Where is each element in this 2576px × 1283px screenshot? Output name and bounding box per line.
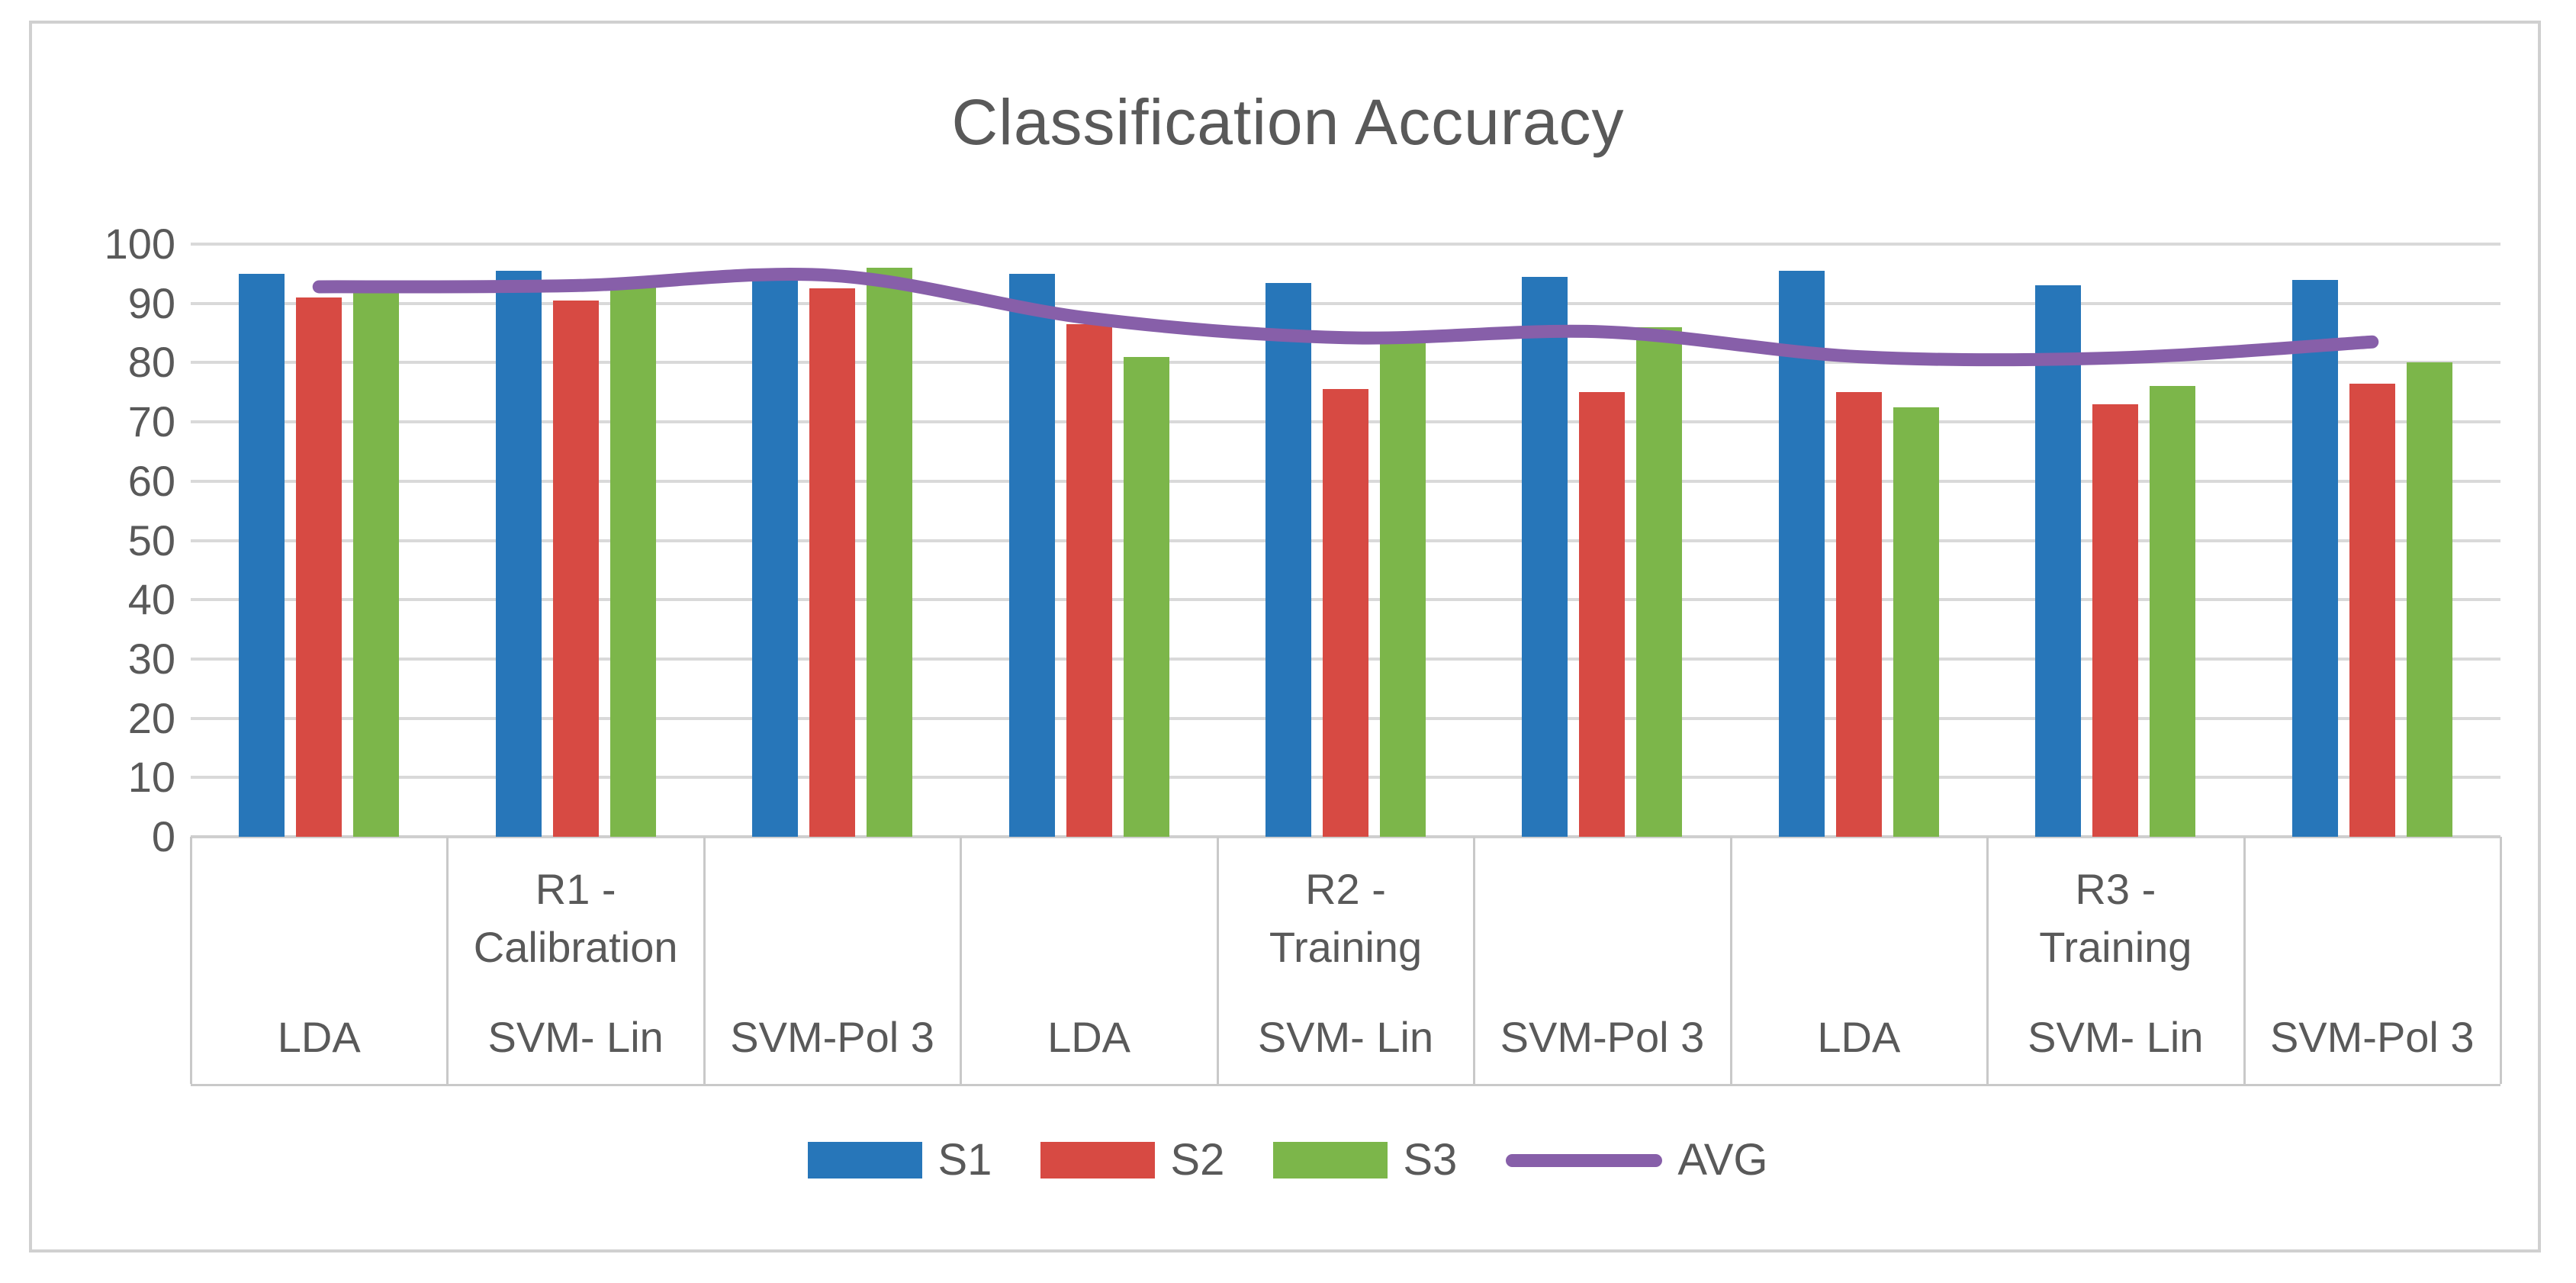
y-tick-label-90: 90 bbox=[127, 278, 175, 327]
category-label-1: LDA bbox=[277, 1013, 361, 1061]
x-table-divider-2 bbox=[703, 837, 706, 1084]
group-label-3: R3 - Training bbox=[1987, 860, 2243, 976]
bar-s1-group5 bbox=[1265, 282, 1311, 837]
bar-s1-group9 bbox=[2291, 279, 2338, 837]
y-tick-label-100: 100 bbox=[104, 220, 175, 268]
x-table-bottom-border bbox=[191, 1084, 2500, 1086]
legend-item-s1: S1 bbox=[808, 1138, 992, 1182]
x-table-divider-3 bbox=[960, 837, 963, 1084]
group-label-line2: Training bbox=[1269, 923, 1423, 971]
bar-s1-group1 bbox=[239, 273, 285, 837]
legend-label: S2 bbox=[1170, 1135, 1225, 1185]
bar-s2-group5 bbox=[1323, 389, 1368, 837]
legend-label: S3 bbox=[1403, 1135, 1458, 1185]
bar-s2-group6 bbox=[1579, 392, 1626, 837]
group-label-line1: R3 - bbox=[2075, 865, 2156, 913]
legend: S1 S2 S3 AVG bbox=[0, 1138, 2576, 1182]
bar-s3-group6 bbox=[1636, 326, 1683, 837]
chart-title: Classification Accuracy bbox=[951, 86, 1625, 158]
group-label-line1: R1 - bbox=[535, 865, 616, 913]
bar-s3-group2 bbox=[609, 285, 656, 837]
y-tick-label-70: 70 bbox=[127, 397, 175, 446]
group-label-line2: Calibration bbox=[473, 923, 678, 971]
x-table-divider-9 bbox=[2500, 837, 2502, 1084]
legend-box-swatch-icon bbox=[1273, 1142, 1388, 1178]
legend-line-swatch-icon bbox=[1506, 1153, 1663, 1167]
bar-s2-group2 bbox=[552, 300, 599, 837]
y-tick-label-80: 80 bbox=[127, 338, 175, 387]
group-label-1: R1 - Calibration bbox=[447, 860, 703, 976]
y-tick-label-40: 40 bbox=[127, 575, 175, 624]
bar-s3-group4 bbox=[1123, 356, 1169, 837]
bar-s3-group9 bbox=[2406, 362, 2452, 837]
legend-item-avg: AVG bbox=[1506, 1135, 1768, 1185]
group-label-line1: R2 - bbox=[1305, 865, 1386, 913]
y-tick-label-20: 20 bbox=[127, 693, 175, 742]
bar-s2-group8 bbox=[2092, 404, 2139, 837]
x-table-divider-1 bbox=[446, 837, 449, 1084]
legend-label: S1 bbox=[937, 1135, 992, 1185]
category-label-4: LDA bbox=[1047, 1013, 1131, 1061]
bar-s2-group9 bbox=[2349, 383, 2395, 837]
category-label-5: SVM- Lin bbox=[1257, 1013, 1434, 1061]
category-label-7: LDA bbox=[1817, 1013, 1901, 1061]
category-label-3: SVM-Pol 3 bbox=[730, 1013, 934, 1061]
x-table-divider-5 bbox=[1473, 837, 1476, 1084]
bar-s3-group8 bbox=[2150, 386, 2196, 837]
bar-s1-group7 bbox=[1778, 270, 1825, 837]
gridline-100 bbox=[191, 243, 2500, 246]
bar-s2-group4 bbox=[1066, 323, 1112, 837]
x-table-divider-4 bbox=[1216, 837, 1219, 1084]
x-table-divider-6 bbox=[1729, 837, 1732, 1084]
bar-s2-group1 bbox=[296, 297, 343, 837]
legend-label: AVG bbox=[1677, 1135, 1768, 1185]
group-label-line2: Training bbox=[2039, 923, 2192, 971]
x-table-divider-0 bbox=[190, 837, 192, 1084]
bar-s1-group4 bbox=[1008, 273, 1055, 837]
legend-item-s2: S2 bbox=[1040, 1138, 1224, 1182]
bar-s3-group3 bbox=[867, 268, 913, 837]
bar-s3-group5 bbox=[1380, 342, 1426, 837]
bar-s2-group3 bbox=[809, 288, 856, 837]
bar-s1-group2 bbox=[495, 270, 542, 837]
category-label-2: SVM- Lin bbox=[487, 1013, 664, 1061]
bar-s1-group3 bbox=[752, 270, 799, 837]
bar-s1-group8 bbox=[2035, 285, 2082, 837]
y-tick-label-0: 0 bbox=[151, 812, 175, 860]
y-tick-label-30: 30 bbox=[127, 634, 175, 683]
category-label-9: SVM-Pol 3 bbox=[2269, 1013, 2475, 1061]
bar-s3-group7 bbox=[1893, 407, 1939, 837]
bar-s1-group6 bbox=[1522, 276, 1568, 837]
x-table-divider-8 bbox=[2243, 837, 2246, 1084]
legend-item-s3: S3 bbox=[1273, 1138, 1457, 1182]
x-table-divider-7 bbox=[1986, 837, 1989, 1084]
legend-box-swatch-icon bbox=[1040, 1142, 1156, 1178]
category-label-6: SVM-Pol 3 bbox=[1500, 1013, 1705, 1061]
y-tick-label-60: 60 bbox=[127, 456, 175, 505]
legend-box-swatch-icon bbox=[808, 1142, 923, 1178]
bar-s3-group1 bbox=[353, 288, 400, 837]
bar-s2-group7 bbox=[1835, 392, 1882, 837]
y-tick-label-50: 50 bbox=[127, 516, 175, 564]
gridline-0 bbox=[191, 835, 2500, 838]
category-label-8: SVM- Lin bbox=[2028, 1013, 2204, 1061]
group-label-2: R2 - Training bbox=[1217, 860, 1474, 976]
y-tick-label-10: 10 bbox=[127, 753, 175, 802]
